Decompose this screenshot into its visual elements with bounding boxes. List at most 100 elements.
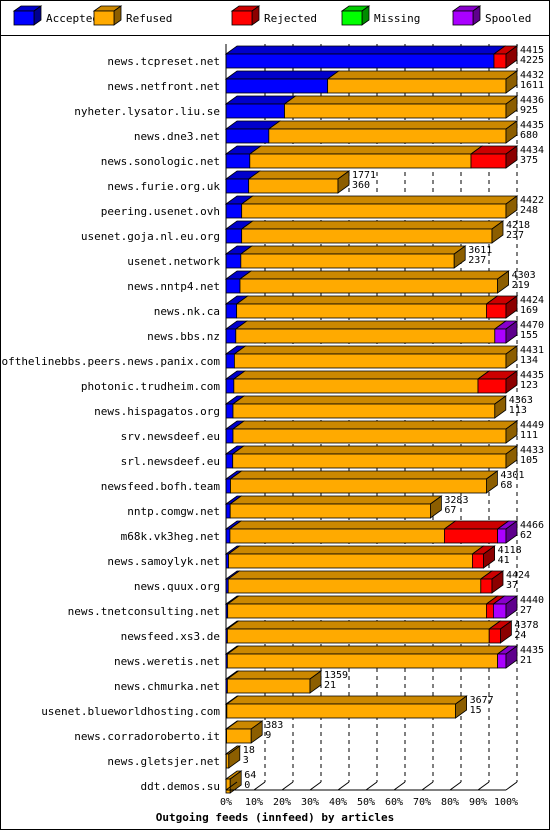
- x-tick-label: 10%: [245, 797, 263, 808]
- offered-count-label: 4470: [520, 320, 544, 331]
- offered-count-label: 4118: [498, 545, 522, 556]
- accepted-count-label: 27: [520, 605, 532, 616]
- bar-segment-top: [240, 195, 519, 205]
- bar-segment: [225, 203, 243, 219]
- bar-segment-top: [240, 220, 505, 230]
- bar-segment: [225, 403, 234, 419]
- feed-name-label: news.tcpreset.net: [107, 55, 220, 68]
- row-labels: news.tcpreset.net news.netfront.net nyhete…: [0, 55, 220, 793]
- bar-segment-top: [224, 70, 340, 80]
- x-tick-label: 80%: [441, 797, 459, 808]
- axis-tick: [337, 781, 350, 791]
- bar-segment: [229, 503, 431, 519]
- bar-segment-top: [267, 120, 519, 130]
- offered-count-label: 4435: [520, 120, 544, 131]
- bar-end-side: [250, 720, 263, 744]
- feed-name-label: news.corradoroberto.it: [74, 730, 220, 743]
- bar-segment: [225, 778, 231, 794]
- accepted-count-label: 925: [520, 105, 538, 116]
- axis-tick: [225, 781, 238, 791]
- bar-segment: [494, 328, 507, 344]
- bar-segment-top: [226, 670, 323, 680]
- offered-count-label: 1771: [352, 170, 376, 181]
- feed-name-label: news.weretis.net: [114, 655, 220, 668]
- bar-segment-top: [224, 45, 507, 55]
- bar-segment: [226, 678, 311, 694]
- bar-end-side: [505, 295, 518, 319]
- legend-item-missing: Missing: [340, 5, 420, 26]
- offered-count-label: 4435: [520, 645, 544, 656]
- bar-segment: [268, 128, 507, 144]
- accepted-count-label: 4225: [520, 55, 544, 66]
- offered-count-label: 3611: [468, 245, 492, 256]
- feed-name-label: srv.newsdeef.eu: [121, 430, 220, 443]
- bar-segment: [225, 253, 242, 269]
- legend-swatch: [93, 10, 115, 26]
- bar-segment: [229, 528, 445, 544]
- offered-count-label: 4303: [512, 270, 536, 281]
- bar-segment-top: [224, 95, 297, 105]
- bar-end-side: [505, 445, 518, 469]
- accepted-count-label: 237: [468, 255, 486, 266]
- legend-label: Missing: [374, 12, 420, 25]
- bar-segment: [236, 303, 487, 319]
- bar-segment-top: [228, 520, 457, 530]
- x-tick-label: 70%: [413, 797, 431, 808]
- bar-end-side: [505, 70, 518, 94]
- bar-segment: [235, 328, 496, 344]
- bar-segment: [485, 303, 507, 319]
- bar-end-side: [505, 45, 518, 69]
- accepted-count-label: 9: [265, 730, 271, 741]
- bar-segment: [497, 653, 507, 669]
- x-tick-label: 30%: [301, 797, 319, 808]
- offered-count-label: 4436: [520, 95, 544, 106]
- offered-count-label: 18: [243, 745, 255, 756]
- accepted-count-label: 219: [512, 280, 530, 291]
- bar-segment: [225, 128, 270, 144]
- bar-segment: [443, 528, 498, 544]
- offered-count-label: 4301: [500, 470, 524, 481]
- offered-count-label: 4424: [520, 295, 544, 306]
- bar-segment: [225, 78, 329, 94]
- accepted-count-label: 123: [520, 380, 538, 391]
- legend-item-accepted: Accepted: [12, 5, 99, 26]
- bar-end-side: [494, 395, 507, 419]
- bar-segment-top: [227, 570, 494, 580]
- bar-segment: [227, 578, 482, 594]
- bar-segment: [226, 728, 252, 744]
- bar-segment: [225, 303, 238, 319]
- bar-segment-top: [231, 445, 519, 455]
- accepted-count-label: 68: [500, 480, 512, 491]
- bar-end-side: [505, 645, 518, 669]
- bar-segment: [232, 403, 496, 419]
- bar-segment: [284, 103, 507, 119]
- feed-name-label: srl.newsdeef.eu: [121, 455, 220, 468]
- feed-name-label: news.sonologic.net: [101, 155, 220, 168]
- bar-segment: [225, 528, 231, 544]
- x-axis: 0% 10% 20% 30% 40% 50% 60% 70% 80% 90% 100%: [220, 44, 518, 808]
- offered-count-label: 4449: [520, 420, 544, 431]
- accepted-count-label: 3: [243, 755, 249, 766]
- offered-count-label: 3283: [444, 495, 468, 506]
- bar-segment: [225, 453, 234, 469]
- bar-segment-top: [234, 320, 508, 330]
- legend-label: Refused: [126, 12, 172, 25]
- accepted-count-label: 67: [444, 505, 456, 516]
- bar-end-side: [505, 345, 518, 369]
- accepted-count-label: 248: [520, 205, 538, 216]
- bar-end-side: [337, 170, 350, 194]
- axis-tick: [309, 781, 322, 791]
- offered-count-label: 4466: [520, 520, 544, 531]
- feed-name-label: news.nk.ca: [154, 305, 220, 318]
